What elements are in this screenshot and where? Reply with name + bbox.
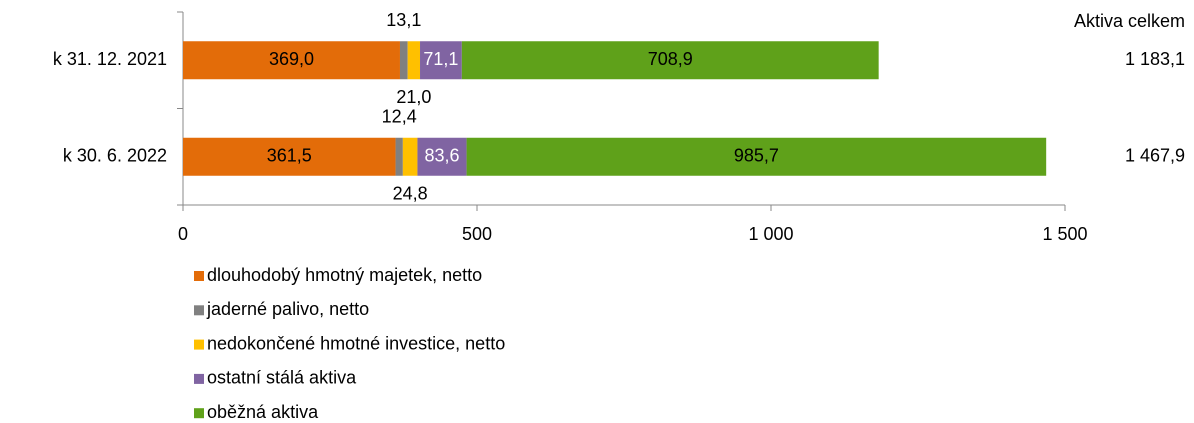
legend-swatch xyxy=(194,373,204,384)
data-label: 13,1 xyxy=(386,10,421,30)
legend-swatch xyxy=(194,339,204,350)
bar-segment xyxy=(420,41,462,80)
legend-label: oběžná aktiva xyxy=(207,402,319,422)
total-label: 1 183,1 xyxy=(1125,49,1185,69)
category-label: k 30. 6. 2022 xyxy=(63,146,167,166)
x-tick-label: 500 xyxy=(462,224,492,244)
legend-swatch xyxy=(194,271,204,281)
legend-swatch xyxy=(194,305,204,316)
legend-label: dlouhodobý hmotný majetek, netto xyxy=(207,265,482,285)
data-label: 361,5 xyxy=(267,146,312,166)
legend-swatch xyxy=(194,408,204,419)
bar-segment xyxy=(183,41,400,80)
x-tick-label: 1 500 xyxy=(1042,224,1087,244)
data-label: 12,4 xyxy=(382,107,417,127)
bar-segment xyxy=(417,137,467,176)
legend-label: nedokončené hmotné investice, netto xyxy=(207,333,505,353)
x-tick-label: 0 xyxy=(178,224,188,244)
bar-segment xyxy=(461,41,879,80)
bar-segment xyxy=(466,137,1047,176)
bar-segment xyxy=(402,137,418,176)
data-label: 21,0 xyxy=(396,87,431,107)
legend-label: ostatní stálá aktiva xyxy=(207,368,357,388)
category-label: k 31. 12. 2021 xyxy=(53,49,167,69)
data-label: 71,1 xyxy=(423,49,458,69)
totals-title: Aktiva celkem xyxy=(1074,11,1185,31)
legend-label: jaderné palivo, netto xyxy=(206,299,369,319)
data-label: 985,7 xyxy=(734,146,779,166)
data-label: 24,8 xyxy=(393,184,428,204)
data-label: 369,0 xyxy=(269,49,314,69)
bar-segment xyxy=(407,41,421,80)
bar-segment xyxy=(399,41,408,80)
total-label: 1 467,9 xyxy=(1125,146,1185,166)
x-tick-label: 1 000 xyxy=(748,224,793,244)
data-label: 708,9 xyxy=(648,49,693,69)
data-label: 83,6 xyxy=(424,146,459,166)
bar-segment xyxy=(183,137,396,176)
bar-segment xyxy=(395,137,403,176)
